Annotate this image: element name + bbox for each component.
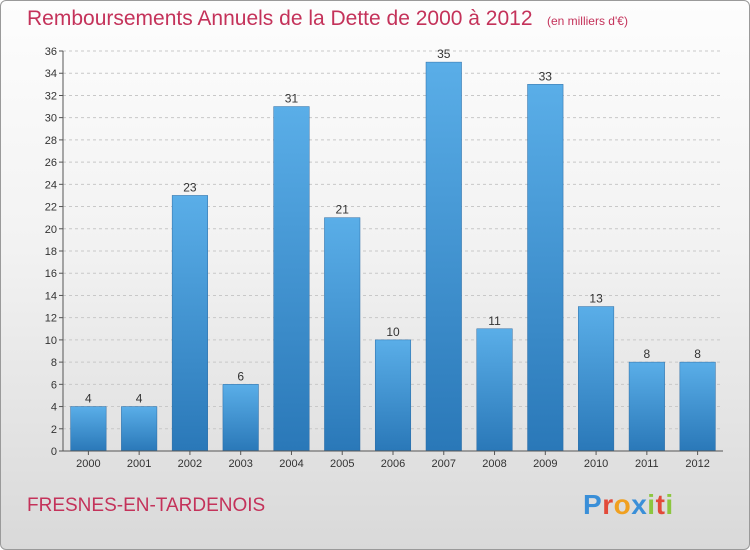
y-tick-label: 10	[45, 335, 57, 347]
x-tick-label-2005: 2005	[330, 458, 354, 470]
data-label-2009: 33	[539, 69, 553, 83]
x-tick-label-2003: 2003	[228, 458, 252, 470]
logo-letter: r	[602, 489, 614, 520]
y-tick-label: 2	[51, 424, 57, 436]
y-tick-label: 20	[45, 224, 57, 236]
data-label-2007: 35	[437, 47, 451, 61]
bar-2007	[425, 61, 462, 452]
y-tick-label: 28	[45, 135, 57, 147]
data-label-2005: 21	[336, 203, 350, 217]
data-label-2004: 31	[285, 92, 299, 106]
x-tick-label-2000: 2000	[76, 458, 100, 470]
bar-2006	[374, 339, 412, 452]
y-tick-label: 16	[45, 268, 57, 280]
y-tick-label: 0	[51, 446, 57, 458]
y-tick-label: 8	[51, 357, 57, 369]
x-tick-label-2001: 2001	[127, 458, 151, 470]
logo-letter: i	[665, 489, 674, 520]
bar-2008	[476, 328, 513, 452]
x-tick-label-2006: 2006	[381, 458, 405, 470]
y-tick-label: 24	[45, 179, 57, 191]
y-tick-label: 4	[51, 402, 57, 414]
y-tick-label: 18	[45, 246, 57, 258]
logo-letter: o	[613, 489, 632, 520]
logo-letter: P	[583, 489, 603, 520]
bar-2005	[324, 217, 361, 452]
data-label-2002: 23	[183, 180, 197, 194]
y-tick-label: 22	[45, 202, 57, 214]
bar-2010	[578, 306, 615, 452]
bar-2000	[70, 406, 107, 452]
x-tick-label-2012: 2012	[685, 458, 709, 470]
data-label-2010: 13	[589, 292, 603, 306]
bar-2003	[222, 384, 259, 452]
x-tick-label-2007: 2007	[432, 458, 456, 470]
commune-name: FRESNES-EN-TARDENOIS	[27, 495, 266, 516]
y-tick-label: 34	[45, 68, 57, 80]
data-label-2003: 6	[237, 369, 244, 383]
bar-2001	[121, 406, 158, 452]
x-tick-label-2008: 2008	[482, 458, 506, 470]
y-tick-label: 14	[45, 290, 57, 302]
x-tick-label-2009: 2009	[533, 458, 557, 470]
bar-2002	[171, 195, 208, 452]
data-label-2011: 8	[644, 347, 651, 361]
bar-2012	[679, 361, 716, 452]
y-tick-label: 6	[51, 379, 57, 391]
x-tick-label-2004: 2004	[279, 458, 303, 470]
y-tick-label: 30	[45, 113, 57, 125]
y-tick-label: 32	[45, 90, 57, 102]
bar-2011	[628, 361, 665, 452]
proxiti-logo: Proxiti	[583, 489, 674, 521]
logo-letter: t	[655, 489, 666, 520]
chart-subtitle: (en milliers d'€)	[546, 14, 628, 28]
chart-title: Remboursements Annuels de la Dette de 20…	[27, 7, 533, 30]
data-label-2006: 10	[386, 325, 400, 339]
x-tick-label-2002: 2002	[178, 458, 202, 470]
logo-letter: x	[631, 489, 648, 520]
bar-2004	[273, 106, 310, 452]
data-label-2012: 8	[694, 347, 701, 361]
x-tick-label-2011: 2011	[635, 458, 659, 470]
title-line: Remboursements Annuels de la Dette de 20…	[27, 7, 628, 31]
y-tick-label: 12	[45, 313, 57, 325]
data-label-2000: 4	[85, 392, 92, 406]
y-tick-label: 26	[45, 157, 57, 169]
logo-letter: i	[647, 489, 656, 520]
x-tick-label-2010: 2010	[584, 458, 608, 470]
y-tick-label: 36	[45, 46, 57, 58]
data-label-2008: 11	[488, 314, 501, 328]
data-label-2001: 4	[136, 392, 143, 406]
bar-2009	[527, 84, 564, 452]
